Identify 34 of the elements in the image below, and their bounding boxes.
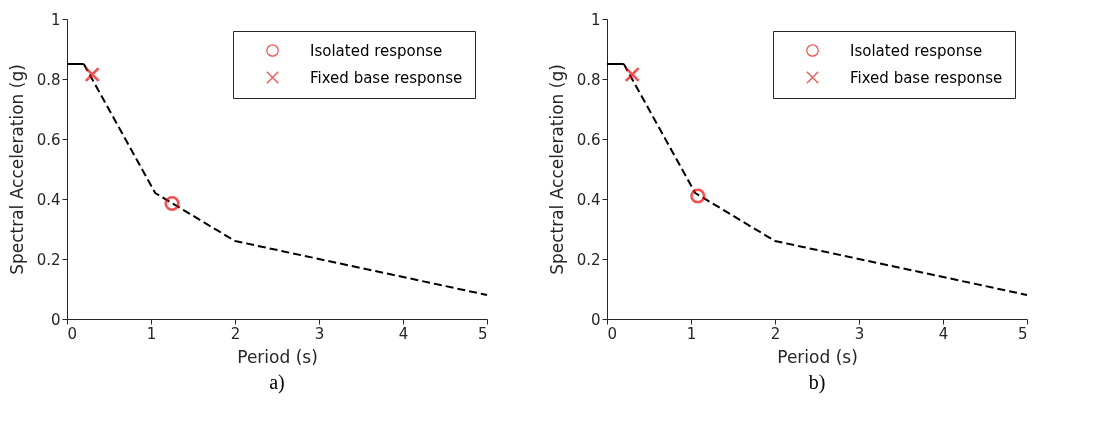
x-tick-label: 4	[938, 324, 949, 343]
x-tick-label: 2	[230, 324, 241, 343]
y-tick-label: 0.8	[36, 70, 61, 89]
y-tick-label: 0	[590, 310, 601, 329]
legend-label: Fixed base response	[310, 68, 463, 87]
y-tick-label: 0.8	[576, 70, 601, 89]
legend-label: Isolated response	[850, 41, 983, 60]
legend-label: Fixed base response	[850, 68, 1003, 87]
text: b)	[808, 371, 826, 394]
y-tick-label: 0.2	[36, 250, 61, 269]
y-tick-label: 0	[50, 310, 61, 329]
x-tick-label: 3	[854, 324, 865, 343]
y-tick-label: 0.6	[576, 130, 601, 149]
y-tick-label: 0.2	[576, 250, 601, 269]
y-tick-label: 0.6	[36, 130, 61, 149]
y-tick-label: 1	[590, 10, 601, 29]
legend-label: Isolated response	[310, 41, 443, 60]
y-tick-label: 0.4	[576, 190, 601, 209]
x-tick-label: 5	[1017, 324, 1028, 343]
y-axis-title: Spectral Acceleration (g)	[6, 64, 27, 275]
text: a)	[269, 371, 285, 394]
x-tick-label: 0	[67, 324, 78, 343]
x-tick-label: 0	[607, 324, 618, 343]
x-tick-label: 3	[314, 324, 325, 343]
x-tick-label: 1	[146, 324, 157, 343]
x-tick-label: 4	[398, 324, 409, 343]
x-axis-title: Period (s)	[237, 346, 318, 367]
x-tick-label: 1	[686, 324, 697, 343]
x-tick-label: 5	[477, 324, 488, 343]
x-tick-label: 2	[770, 324, 781, 343]
x-axis-title: Period (s)	[777, 346, 858, 367]
y-tick-label: 1	[50, 10, 61, 29]
y-tick-label: 0.4	[36, 190, 61, 209]
y-axis-title: Spectral Acceleration (g)	[546, 64, 567, 275]
